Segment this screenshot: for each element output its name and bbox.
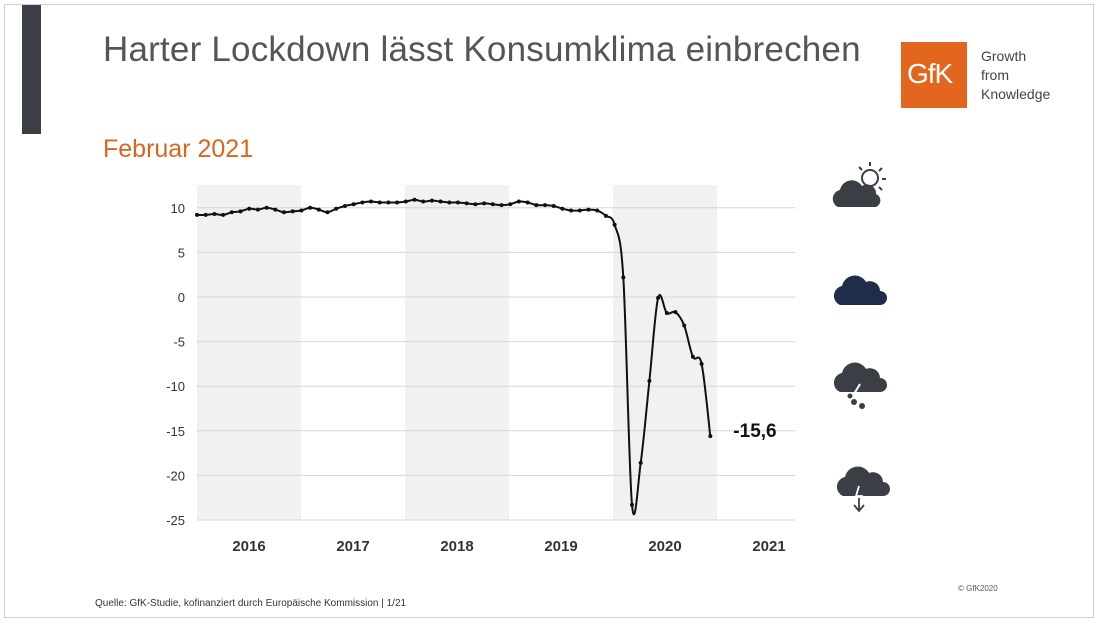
data-point [203,212,208,217]
data-point [586,207,591,212]
year-band [405,185,509,520]
data-point [516,199,521,204]
slide-subtitle: Februar 2021 [103,135,254,163]
data-point [325,210,330,215]
data-point [438,199,443,204]
data-point [369,199,373,204]
x-tick-label: 2020 [648,538,681,555]
data-point [569,208,574,213]
data-point [447,200,452,205]
data-point [360,200,365,205]
data-point [577,208,582,213]
data-point [630,502,634,507]
data-point [603,213,608,218]
data-point [412,197,417,202]
data-point [456,200,460,205]
x-tick-label: 2019 [544,538,577,555]
data-point [290,209,295,214]
data-point [299,208,304,213]
data-point [212,212,217,217]
data-point [255,207,260,212]
data-point [708,434,713,439]
x-tick-label: 2017 [336,538,369,555]
data-point [473,202,478,207]
data-point [647,378,652,383]
data-point [612,222,617,227]
y-tick-label: 0 [178,290,185,305]
data-point [403,199,408,204]
data-point [508,202,513,207]
data-point [482,201,487,206]
data-point [664,311,669,316]
x-tick-label: 2016 [232,538,265,555]
cloud-lightning-down-icon [836,466,890,513]
data-point [282,210,286,215]
data-point [351,202,356,207]
data-point [316,207,321,212]
data-point [334,206,339,211]
year-band [197,185,301,520]
value-annotation: -15,6 [733,421,776,442]
data-point [560,206,565,211]
data-point [377,200,382,205]
data-point [395,200,400,205]
y-tick-label: -25 [166,513,185,528]
data-point [656,295,661,300]
data-point [699,361,704,366]
cloud-rain-thunder-icon [833,362,887,409]
data-point [195,212,199,217]
data-point [273,207,278,212]
logo-tagline: Growth from Knowledge [981,47,1050,104]
cloud-sun-icon [832,162,886,207]
data-point [342,204,347,209]
data-point [221,212,226,217]
data-point [264,205,269,210]
y-tick-label: 10 [171,201,185,216]
data-point [673,310,678,315]
y-tick-label: -15 [166,424,185,439]
source-note: Quelle: GfK-Studie, kofinanziert durch E… [95,598,407,609]
data-point [551,204,556,209]
copyright: © GfK2020 [958,584,998,593]
tagline-line: Growth [981,48,1027,64]
accent-bar [22,5,41,134]
data-point [543,203,547,208]
data-point [499,203,504,208]
slide-frame [4,4,1094,618]
y-tick-label: -10 [166,379,185,394]
x-tick-label: 2021 [752,538,785,555]
data-point [464,201,469,206]
year-band [613,185,717,520]
data-point [638,460,643,465]
data-point [690,354,695,359]
data-point [386,200,391,205]
data-point [308,205,313,210]
data-point [229,210,234,215]
data-point [682,323,687,328]
y-tick-label: -20 [166,468,185,483]
y-tick-label: -5 [173,335,185,350]
logo-text: GfK [907,58,953,89]
tagline-line: Knowledge [981,86,1051,102]
tagline-line: from [981,67,1009,83]
data-point [621,275,626,280]
data-point [525,200,530,205]
data-point [247,206,252,211]
gfk-logo: GfK [901,42,967,108]
slide-title: Harter Lockdown lässt Konsumklima einbre… [103,30,861,69]
x-tick-label: 2018 [440,538,473,555]
cloud-icon [833,275,887,305]
data-point [534,203,539,208]
data-point [595,208,600,213]
y-tick-label: 5 [178,245,185,260]
data-point [238,209,243,214]
data-point [429,198,434,203]
data-point [490,202,495,207]
data-point [421,199,426,204]
